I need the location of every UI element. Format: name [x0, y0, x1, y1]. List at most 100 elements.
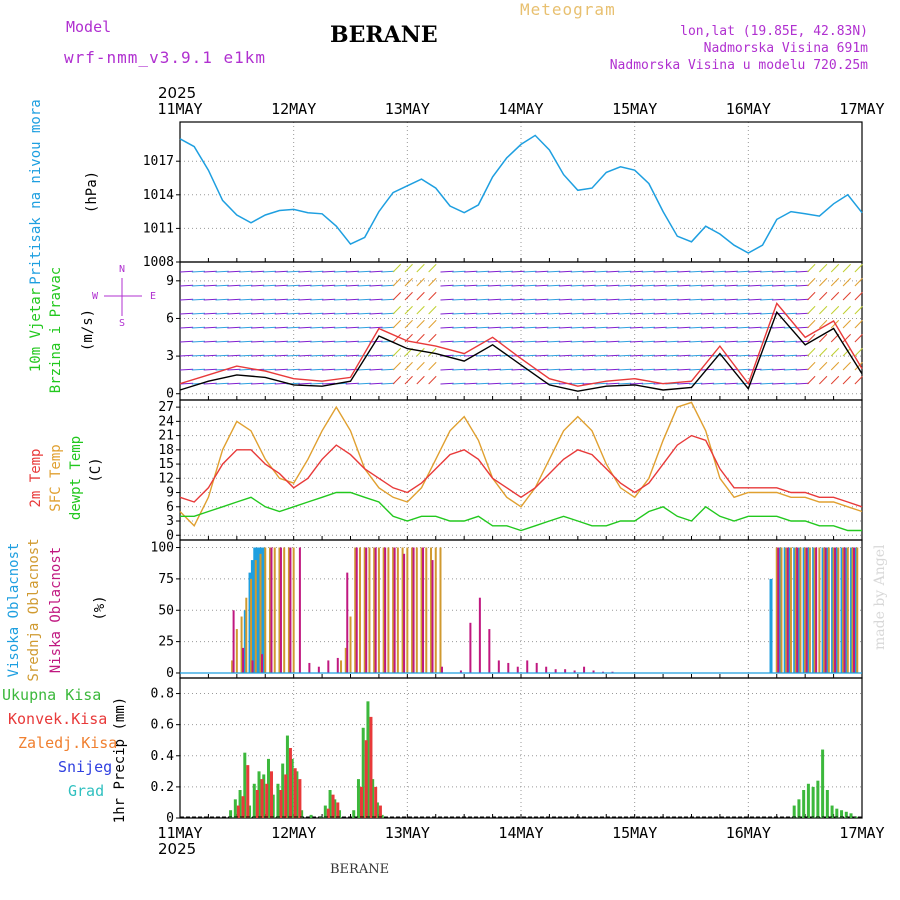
cloud-low-bar	[834, 547, 837, 673]
cloud-low-bar	[488, 629, 491, 673]
wind-barb	[416, 319, 425, 329]
wind-barb	[333, 298, 348, 301]
wind-barb	[677, 270, 691, 273]
cloud-low-bar	[545, 666, 548, 673]
wind-barb	[570, 340, 584, 343]
wind-barb	[570, 298, 584, 301]
wind-barb	[227, 312, 241, 315]
wind-barb	[404, 277, 413, 287]
wind-barb	[499, 326, 513, 329]
wind-barb	[547, 382, 561, 385]
wind-barb	[452, 284, 466, 287]
y-tick-label: 0.2	[151, 780, 174, 795]
precip-total-bar	[835, 808, 839, 818]
wind-barb	[594, 326, 608, 329]
wind-barb	[677, 382, 691, 385]
wind-barb	[464, 284, 478, 287]
wind-barb	[535, 326, 549, 329]
wind-barb	[298, 340, 312, 343]
wind-barb	[653, 354, 667, 357]
wind-barb	[357, 298, 371, 301]
wind-barb	[274, 284, 288, 287]
wind-barb	[191, 354, 206, 357]
cloud-low-bar	[365, 547, 368, 673]
wind-barb	[452, 368, 466, 371]
wind-barb	[511, 340, 525, 343]
wind-barb	[629, 312, 644, 315]
wind-barb	[262, 270, 277, 273]
wind-barb	[748, 284, 762, 287]
wind-barb	[511, 270, 525, 273]
wind-barb	[854, 361, 863, 371]
cloud-low-bar	[327, 660, 330, 673]
cloud-low-bar	[853, 547, 856, 673]
wind-barb	[606, 298, 620, 301]
cloud-mid-bar	[273, 547, 276, 673]
wind-barb	[322, 270, 336, 273]
wind-barb	[700, 382, 715, 385]
wind-barb	[416, 277, 425, 287]
cloud-low-bar	[422, 547, 425, 673]
precip-total-bar	[802, 790, 806, 818]
cloud-low-bar	[336, 657, 339, 673]
wind-barb	[819, 333, 828, 343]
wind-barb	[251, 340, 265, 343]
wind-barb	[464, 340, 478, 343]
wind-barb	[404, 361, 413, 371]
wind-barb	[570, 382, 584, 385]
wind-barb	[416, 291, 425, 301]
wind-barb	[452, 382, 466, 385]
wind-barb	[298, 312, 312, 315]
x-tick-label-top: 17MAY	[839, 100, 884, 118]
precip-total-bar	[229, 810, 233, 818]
y-tick-label: 75	[158, 572, 174, 587]
legend-hail: Grad	[68, 782, 104, 800]
wind-barb	[547, 326, 561, 329]
wind-barb	[689, 298, 703, 301]
cloud-low-bar	[279, 547, 282, 673]
wind-barb	[511, 326, 525, 329]
wind-barb	[511, 312, 525, 315]
wind-barb	[203, 326, 217, 329]
precip-total-bar	[338, 810, 342, 818]
wind-barb	[842, 375, 851, 385]
wind-barb	[771, 354, 786, 357]
wind-barb	[523, 326, 537, 329]
wind-barb	[523, 368, 537, 371]
wind-barb	[807, 347, 816, 357]
wind-barb	[392, 361, 402, 371]
compass-north: N	[119, 264, 125, 275]
wind-barb	[558, 270, 573, 273]
wind-barb	[807, 319, 816, 329]
wind-barb	[582, 354, 596, 357]
wind-barb	[689, 326, 703, 329]
wind-barb	[724, 284, 738, 287]
wind-barb	[333, 284, 348, 287]
cloud-mid-bar	[415, 547, 418, 673]
wind-gust-line	[179, 302, 863, 387]
wind-barb	[475, 270, 490, 273]
cloud-low-bar	[355, 547, 358, 673]
precip-total-bar	[366, 701, 370, 818]
wind-barb	[203, 298, 217, 301]
wind-barb	[452, 298, 466, 301]
precip-conv-bar	[326, 808, 330, 818]
wind-barb	[629, 382, 644, 385]
wind-barb	[783, 284, 798, 287]
cloud-low-bar	[611, 671, 614, 673]
wind-barb	[689, 368, 703, 371]
wind-barb	[416, 305, 425, 315]
wind-barb	[594, 382, 608, 385]
wind-barb	[345, 354, 359, 357]
wind-barb	[700, 284, 715, 287]
wind-barb	[618, 382, 632, 385]
wind-speed-line	[179, 310, 863, 392]
wind-barb	[523, 382, 537, 385]
wind-axis-label-2: Brzina i Pravac	[48, 267, 64, 393]
wind-barb	[286, 284, 300, 287]
wind-barb	[452, 312, 466, 315]
wind-barb	[830, 263, 840, 273]
wind-barb	[523, 312, 537, 315]
wind-barb	[594, 284, 608, 287]
cloud-low-bar	[298, 547, 301, 673]
